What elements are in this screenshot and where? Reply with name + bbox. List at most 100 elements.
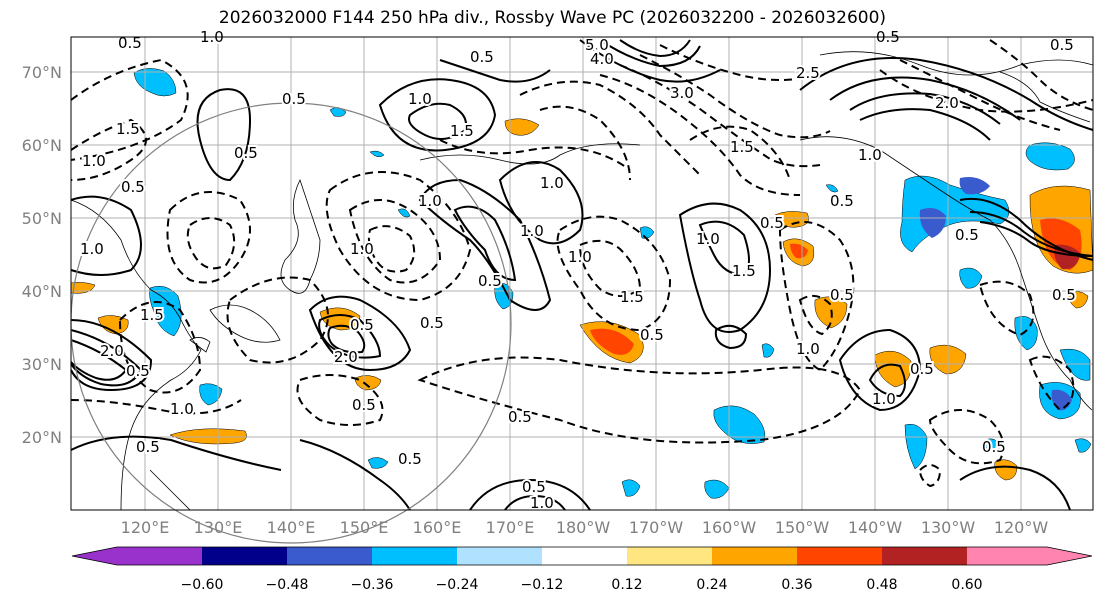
shade-blob [825, 184, 839, 193]
contour-label: 4.0 [590, 50, 614, 68]
contour-label: 1.0 [540, 174, 564, 192]
colorbar-segment [542, 547, 627, 565]
contour-line [70, 319, 153, 392]
contour-label: 2.0 [100, 342, 124, 360]
contour-line [327, 324, 366, 354]
contour-line [879, 69, 1094, 113]
colorbar-outline [71, 546, 1093, 566]
contour-line [838, 328, 922, 412]
contour-line [639, 54, 831, 139]
contour-line [196, 88, 252, 182]
lon-tick-label: 140°E [267, 518, 316, 537]
shade-blob [169, 428, 247, 445]
contour-line [599, 74, 801, 196]
shade-blob [874, 350, 912, 388]
contour-line [698, 220, 750, 277]
lat-tick-label: 20°N [22, 428, 62, 447]
lon-tick-label: 130°W [921, 518, 976, 537]
contour-line [469, 478, 591, 511]
contour-line [978, 280, 1035, 337]
contour-label: 0.5 [955, 226, 979, 244]
contour-label: 0.5 [136, 438, 160, 456]
colorbar-tick-label: 0.36 [781, 577, 812, 593]
lon-axis: 120°E 130°E 140°E 150°E 160°E 170°E 180°… [121, 518, 1049, 537]
shade-blob [761, 343, 775, 358]
contour-line [186, 217, 236, 270]
lat-tick-label: 40°N [22, 282, 62, 301]
contour-line [619, 64, 821, 168]
contour-line [859, 108, 991, 141]
map-frame [70, 36, 1094, 511]
contour-line [599, 39, 701, 68]
contour-line [367, 225, 416, 273]
shade-blob [713, 405, 766, 444]
colorbar-segment [882, 547, 967, 565]
contour-label: 1.0 [530, 494, 554, 512]
colorbar-tick-label: −0.24 [436, 577, 479, 593]
na-coastline [799, 136, 1093, 411]
shade-blob [354, 375, 382, 391]
colorbar-extend-right [1047, 547, 1092, 565]
contour-label: 0.5 [640, 326, 664, 344]
dashed-contours [70, 39, 1094, 488]
contour-line [70, 195, 142, 276]
coastlines [70, 51, 1094, 511]
shade-blob [704, 479, 730, 499]
lon-tick-label: 150°E [340, 518, 389, 537]
contour-label: 0.5 [1052, 286, 1076, 304]
contour-label: 5.0 [585, 36, 609, 54]
contour-label: 1.0 [796, 340, 820, 358]
contour-line [296, 374, 384, 426]
shade-blob [959, 267, 983, 289]
shade-blob [984, 438, 1002, 452]
contour-label: 1.0 [350, 240, 374, 258]
contour-line [118, 301, 202, 394]
lon-tick-label: 160°W [702, 518, 757, 537]
shade-blob [504, 118, 540, 136]
colorbar-segment [457, 547, 542, 565]
arctic-coast [999, 71, 1091, 123]
contour-line [659, 44, 821, 81]
contour-line [325, 171, 472, 302]
contour-label: 0.5 [830, 192, 854, 210]
solid-contours [70, 39, 1094, 511]
shade-blob [790, 243, 808, 259]
contour-label: 0.5 [1050, 36, 1074, 54]
lon-tick-label: 180°W [556, 518, 611, 537]
lat-tick-label: 60°N [22, 136, 62, 155]
colorbar-segment [202, 547, 287, 565]
contour-line [70, 58, 189, 161]
lon-tick-label: 160°E [413, 518, 462, 537]
contour-label: 1.5 [620, 288, 644, 306]
contour-label: 1.0 [418, 192, 442, 210]
shade-blob [397, 208, 411, 218]
contour-label: 1.0 [696, 230, 720, 248]
colorbar-tick-label: 0.60 [951, 577, 982, 593]
contour-line [226, 276, 329, 364]
contour-line [453, 205, 517, 282]
contour-line [498, 161, 584, 245]
taiwan [189, 337, 211, 353]
shade-blob [319, 307, 361, 331]
lat-tick-label: 50°N [22, 209, 62, 228]
contour-line [439, 59, 551, 83]
contour-label: 1.5 [140, 306, 164, 324]
contour-label: 1.0 [872, 390, 896, 408]
contour-line [519, 80, 701, 176]
contour-line [714, 324, 748, 350]
contour-label: 1.0 [80, 240, 104, 258]
colorbar-segment [372, 547, 457, 565]
aleutian-line [419, 143, 641, 165]
lat-tick-label: 30°N [22, 355, 62, 374]
contour-line [417, 356, 862, 444]
contour-label: 1.0 [520, 222, 544, 240]
asia-coastline [70, 199, 202, 511]
shade-blob [590, 328, 634, 355]
contour-label: 0.5 [982, 438, 1006, 456]
contour-line [556, 215, 672, 332]
contour-label: 3.0 [670, 84, 694, 102]
colorbar-tick-label: 0.48 [866, 577, 897, 593]
contour-line [418, 178, 552, 311]
contour-label: 0.5 [478, 272, 502, 290]
